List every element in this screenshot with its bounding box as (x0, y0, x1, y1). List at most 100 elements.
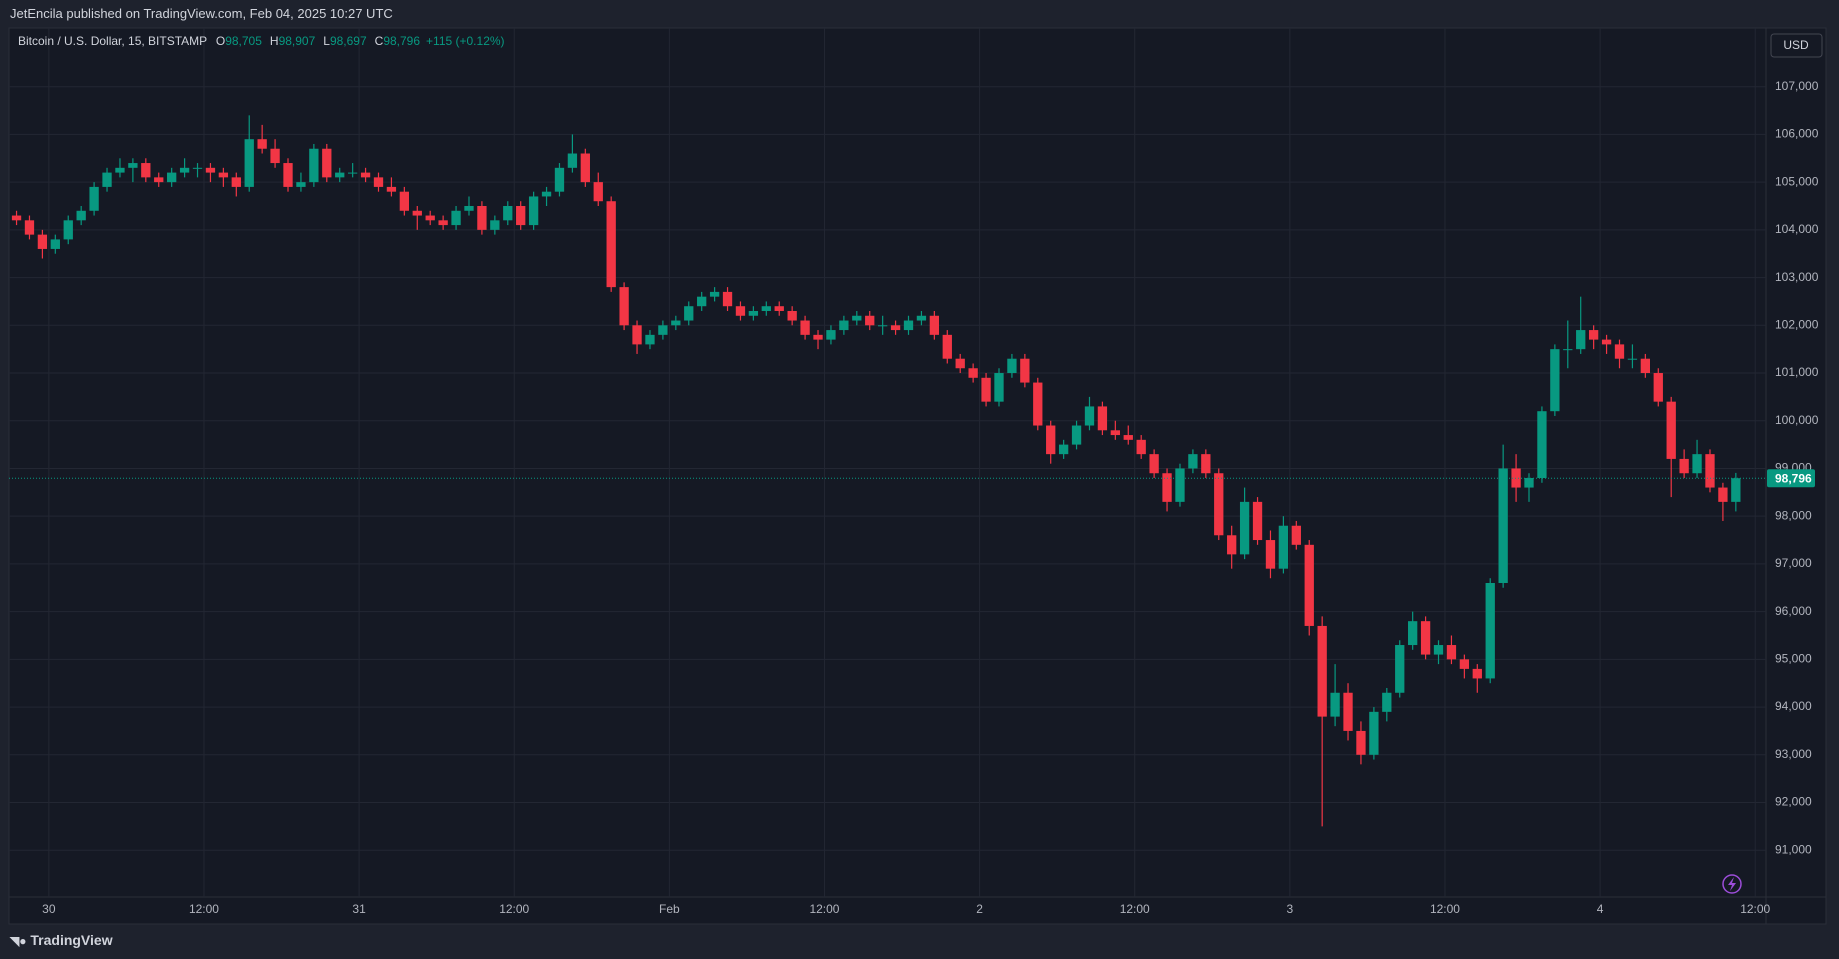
candle-body (968, 368, 978, 378)
candle-body (1007, 358, 1017, 374)
candle-body (425, 215, 435, 221)
candle-body (839, 320, 849, 331)
candle-body (580, 153, 590, 183)
candle-body (1705, 454, 1715, 488)
candle-body (141, 163, 151, 178)
candle-body (89, 186, 99, 211)
candle-body (1576, 330, 1586, 350)
candle-body (50, 239, 60, 249)
x-tick-label: 31 (352, 902, 366, 916)
x-tick-label: 12:00 (1120, 902, 1150, 916)
candle-body (257, 139, 267, 149)
candle-body (63, 220, 73, 240)
y-tick-label: 104,000 (1775, 222, 1819, 236)
candle-body (800, 320, 810, 335)
candle-body (11, 215, 22, 221)
candle-body (360, 172, 371, 178)
candle-body (903, 320, 914, 331)
candle-body (697, 296, 707, 307)
x-tick-label: 12:00 (189, 902, 219, 916)
candle-body (1601, 339, 1612, 345)
legend-key: C (374, 34, 384, 48)
brand: ◥● TradingView (10, 932, 113, 948)
candle-body (1058, 444, 1069, 455)
candle-body (128, 163, 138, 168)
candle-body (1433, 645, 1444, 655)
candle-body (1265, 540, 1276, 569)
candle-body (955, 358, 965, 369)
candle-body (916, 315, 927, 321)
candle-body (645, 334, 655, 345)
y-tick-label: 103,000 (1775, 270, 1819, 284)
candle-body (1498, 468, 1508, 583)
candle-body (877, 325, 888, 327)
candle-body (554, 167, 565, 192)
x-tick-label: Feb (659, 902, 680, 916)
candle-body (1046, 425, 1056, 455)
candle-body (632, 325, 642, 345)
candle-body (283, 163, 293, 187)
candle-body (1614, 344, 1625, 359)
candle-body (24, 220, 35, 235)
candle-body (1563, 349, 1573, 351)
candle-body (503, 205, 513, 221)
candle-body (1123, 435, 1133, 440)
candle-body (516, 205, 526, 226)
legend-value: 98,907 (278, 34, 316, 48)
candle-body (115, 167, 125, 173)
candle-body (942, 334, 952, 359)
candle-body (296, 182, 306, 187)
y-tick-label: 97,000 (1775, 556, 1812, 570)
candle-body (1020, 358, 1030, 383)
candle-body (1175, 468, 1185, 502)
candle-body (1162, 473, 1172, 502)
candle-body (451, 210, 461, 226)
candle-body (1459, 659, 1470, 669)
candle-body (929, 315, 940, 335)
y-tick-label: 106,000 (1775, 127, 1819, 141)
legend-value: 98,697 (329, 34, 367, 48)
candle-body (684, 306, 694, 321)
x-tick-label: 12:00 (1430, 902, 1460, 916)
candle-body (438, 220, 448, 226)
publish-info: JetEncila published on TradingView.com, … (10, 6, 393, 21)
candle-body (1653, 373, 1663, 402)
candle-body (722, 291, 733, 307)
candle-body (154, 177, 164, 183)
candle-body (1214, 473, 1224, 536)
candle-body (1640, 358, 1651, 374)
candle-body (1408, 621, 1418, 646)
y-tick-label: 93,000 (1775, 747, 1812, 761)
candle-body (412, 210, 422, 216)
candle-body (748, 310, 759, 316)
legend-key: H (269, 34, 279, 48)
candle-body (1071, 425, 1082, 445)
candle-body (1278, 525, 1289, 569)
y-tick-label: 91,000 (1775, 842, 1812, 856)
candle-body (1666, 401, 1676, 459)
candle-body (1588, 330, 1599, 340)
candle-body (1718, 487, 1728, 502)
candle-body (567, 153, 578, 168)
candle-body (735, 306, 746, 316)
legend-value: 98,705 (225, 34, 262, 48)
currency-button[interactable] (1770, 33, 1823, 58)
candle-body (1330, 692, 1340, 717)
candle-body (1227, 535, 1237, 555)
y-tick-label: 96,000 (1775, 604, 1812, 618)
candle-body (1149, 454, 1159, 474)
x-tick-label: 4 (1597, 902, 1604, 916)
brand-name: TradingView (30, 932, 113, 948)
currency: USD (1783, 38, 1809, 52)
candle-body (1485, 582, 1495, 679)
change: +115 (+0.12%) (426, 34, 505, 48)
y-tick-label: 95,000 (1775, 652, 1812, 666)
candle-body (981, 377, 991, 402)
candle-body (1201, 454, 1211, 474)
last-price-box (1767, 469, 1815, 488)
candle-body (852, 315, 862, 321)
lightning-icon[interactable] (1722, 874, 1742, 894)
legend-key: L (323, 34, 330, 48)
